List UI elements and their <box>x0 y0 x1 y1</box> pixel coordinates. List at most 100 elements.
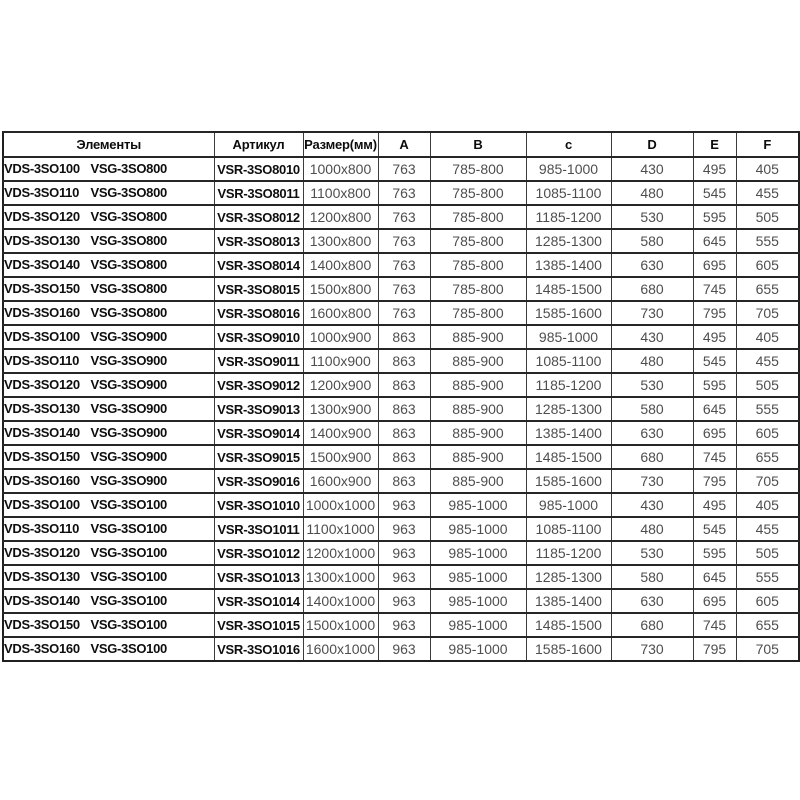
cell-elements: VDS-3SO130 VSG-3SO900 <box>2 396 214 421</box>
vds-code: VDS-3SO100 <box>4 329 80 344</box>
vds-code: VDS-3SO100 <box>4 497 80 512</box>
vds-code: VDS-3SO120 <box>4 209 80 224</box>
cell-c: 1585-1600 <box>525 468 611 493</box>
cell-b: 885-900 <box>429 468 526 493</box>
cell-d: 630 <box>610 420 693 445</box>
cell-e: 495 <box>692 324 736 349</box>
cell-d: 680 <box>610 612 693 637</box>
cell-article: VSR-3SO1015 <box>213 612 303 637</box>
cell-c: 1485-1500 <box>525 444 611 469</box>
cell-a: 763 <box>377 276 430 301</box>
vds-code: VDS-3SO160 <box>4 641 80 656</box>
vsg-code: VSG-3SO100 <box>90 593 167 608</box>
cell-d: 580 <box>610 564 693 589</box>
cell-a: 763 <box>377 156 430 181</box>
vsg-code: VSG-3SO900 <box>90 377 167 392</box>
table-row: VDS-3SO120 VSG-3SO900 VSR-3SO9012 1200x9… <box>2 372 799 397</box>
vds-code: VDS-3SO130 <box>4 569 80 584</box>
vsg-code: VSG-3SO900 <box>90 401 167 416</box>
cell-a: 863 <box>377 348 430 373</box>
cell-elements: VDS-3SO140 VSG-3SO800 <box>2 252 214 277</box>
column-header-e: E <box>692 131 736 157</box>
cell-b: 785-800 <box>429 300 526 325</box>
cell-f: 655 <box>735 276 799 301</box>
vds-code: VDS-3SO120 <box>4 545 80 560</box>
vsg-code: VSG-3SO800 <box>90 305 167 320</box>
cell-b: 985-1000 <box>429 516 526 541</box>
cell-c: 1485-1500 <box>525 612 611 637</box>
vds-code: VDS-3SO130 <box>4 233 80 248</box>
cell-b: 785-800 <box>429 276 526 301</box>
vds-code: VDS-3SO110 <box>4 521 80 536</box>
column-header-article: Артикул <box>213 131 303 157</box>
cell-size: 1100x900 <box>302 348 378 373</box>
cell-e: 745 <box>692 444 736 469</box>
cell-e: 495 <box>692 156 736 181</box>
cell-elements: VDS-3SO110 VSG-3SO900 <box>2 348 214 373</box>
cell-c: 1285-1300 <box>525 396 611 421</box>
cell-b: 785-800 <box>429 180 526 205</box>
cell-f: 455 <box>735 516 799 541</box>
cell-d: 630 <box>610 588 693 613</box>
cell-size: 1500x800 <box>302 276 378 301</box>
cell-f: 655 <box>735 612 799 637</box>
cell-elements: VDS-3SO150 VSG-3SO800 <box>2 276 214 301</box>
vds-code: VDS-3SO100 <box>4 161 80 176</box>
product-spec-table: Элементы Артикул Размер(мм) A B c D E F … <box>2 131 800 662</box>
cell-c: 1285-1300 <box>525 564 611 589</box>
cell-f: 705 <box>735 636 799 661</box>
cell-size: 1000x1000 <box>302 492 378 517</box>
vsg-code: VSG-3SO800 <box>90 161 167 176</box>
cell-article: VSR-3SO9015 <box>213 444 303 469</box>
cell-d: 480 <box>610 180 693 205</box>
table-row: VDS-3SO100 VSG-3SO100 VSR-3SO1010 1000x1… <box>2 492 799 517</box>
cell-a: 863 <box>377 396 430 421</box>
vds-code: VDS-3SO150 <box>4 449 80 464</box>
cell-d: 430 <box>610 324 693 349</box>
cell-f: 555 <box>735 396 799 421</box>
vsg-code: VSG-3SO800 <box>90 257 167 272</box>
cell-b: 985-1000 <box>429 588 526 613</box>
table-row: VDS-3SO100 VSG-3SO900 VSR-3SO9010 1000x9… <box>2 324 799 349</box>
cell-b: 985-1000 <box>429 636 526 661</box>
cell-d: 430 <box>610 156 693 181</box>
cell-f: 705 <box>735 468 799 493</box>
column-header-b: B <box>429 131 526 157</box>
cell-size: 1100x800 <box>302 180 378 205</box>
cell-size: 1600x1000 <box>302 636 378 661</box>
cell-a: 863 <box>377 444 430 469</box>
cell-size: 1400x800 <box>302 252 378 277</box>
vsg-code: VSG-3SO900 <box>90 425 167 440</box>
vsg-code: VSG-3SO800 <box>90 209 167 224</box>
cell-b: 885-900 <box>429 444 526 469</box>
cell-c: 985-1000 <box>525 156 611 181</box>
cell-a: 763 <box>377 180 430 205</box>
cell-c: 985-1000 <box>525 324 611 349</box>
column-header-elements: Элементы <box>2 131 214 157</box>
table-row: VDS-3SO140 VSG-3SO800 VSR-3SO8014 1400x8… <box>2 252 799 277</box>
cell-f: 455 <box>735 348 799 373</box>
vds-code: VDS-3SO110 <box>4 185 80 200</box>
cell-e: 545 <box>692 516 736 541</box>
table-row: VDS-3SO140 VSG-3SO100 VSR-3SO1014 1400x1… <box>2 588 799 613</box>
cell-c: 1585-1600 <box>525 636 611 661</box>
cell-f: 705 <box>735 300 799 325</box>
cell-elements: VDS-3SO110 VSG-3SO100 <box>2 516 214 541</box>
cell-elements: VDS-3SO110 VSG-3SO800 <box>2 180 214 205</box>
vsg-code: VSG-3SO100 <box>90 545 167 560</box>
table-row: VDS-3SO150 VSG-3SO900 VSR-3SO9015 1500x9… <box>2 444 799 469</box>
table-row: VDS-3SO130 VSG-3SO800 VSR-3SO8013 1300x8… <box>2 228 799 253</box>
table-row: VDS-3SO140 VSG-3SO900 VSR-3SO9014 1400x9… <box>2 420 799 445</box>
cell-a: 863 <box>377 372 430 397</box>
cell-c: 1185-1200 <box>525 372 611 397</box>
cell-f: 405 <box>735 156 799 181</box>
cell-e: 595 <box>692 204 736 229</box>
cell-article: VSR-3SO1014 <box>213 588 303 613</box>
cell-size: 1000x900 <box>302 324 378 349</box>
cell-a: 963 <box>377 516 430 541</box>
cell-b: 885-900 <box>429 372 526 397</box>
cell-d: 530 <box>610 372 693 397</box>
vsg-code: VSG-3SO100 <box>90 497 167 512</box>
cell-size: 1600x800 <box>302 300 378 325</box>
